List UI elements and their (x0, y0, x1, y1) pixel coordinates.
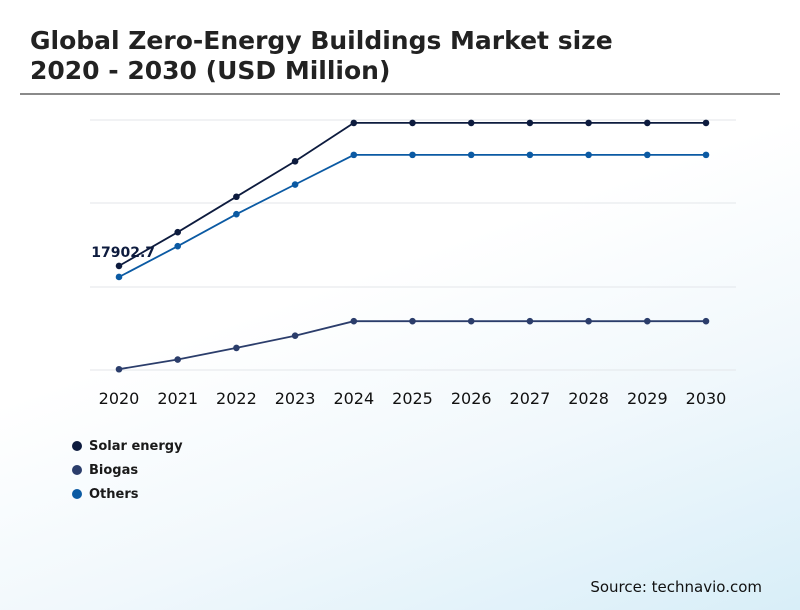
data-point-solar-energy-2021 (174, 228, 181, 236)
data-point-others-2028 (585, 151, 592, 159)
data-point-biogas-2020 (115, 365, 123, 373)
series-line-biogas (118, 320, 706, 371)
legend-item-solar-energy: Solar energy (72, 434, 183, 458)
data-point-biogas-2025 (409, 317, 416, 325)
data-point-solar-energy-2020 (115, 262, 123, 270)
data-point-others-2020 (115, 273, 123, 281)
data-point-biogas-2024 (350, 317, 358, 325)
data-point-solar-energy-2026 (467, 119, 475, 127)
data-point-biogas-2027 (526, 317, 534, 325)
title-line-1: Global Zero-Energy Buildings Market size (30, 26, 613, 55)
legend-label-solar-energy: Solar energy (89, 438, 183, 454)
legend-label-others: Others (89, 486, 139, 502)
x-tick-label-2024: 2024 (333, 389, 374, 408)
data-point-others-2027 (526, 151, 534, 159)
data-point-biogas-2029 (644, 317, 651, 325)
data-point-solar-energy-2030 (702, 119, 710, 127)
data-point-others-2025 (409, 151, 416, 159)
legend-item-others: Others (72, 482, 183, 506)
data-point-biogas-2026 (467, 317, 475, 325)
data-point-biogas-2030 (702, 317, 710, 325)
data-point-solar-energy-2025 (409, 119, 416, 127)
x-tick-label-2021: 2021 (157, 389, 198, 408)
x-tick-label-2025: 2025 (392, 389, 433, 408)
x-tick-label-2030: 2030 (686, 389, 727, 408)
title-line-2: 2020 - 2030 (USD Million) (30, 56, 391, 85)
data-point-others-2026 (467, 151, 475, 159)
data-point-solar-energy-2029 (644, 119, 651, 127)
data-point-others-2029 (644, 151, 651, 159)
data-point-others-2030 (702, 151, 710, 159)
series-line-others (118, 153, 706, 278)
x-tick-label-2027: 2027 (510, 389, 551, 408)
data-point-solar-energy-2023 (291, 157, 299, 165)
x-tick-label-2022: 2022 (216, 389, 257, 408)
title-divider (20, 93, 780, 95)
data-point-biogas-2023 (291, 332, 299, 339)
data-point-solar-energy-2028 (585, 119, 592, 127)
source-credit: Source: technavio.com (590, 578, 762, 596)
data-point-solar-energy-2024 (350, 119, 358, 127)
data-label-0: 17902.7 (91, 245, 155, 261)
chart-title: Global Zero-Energy Buildings Market size… (30, 26, 613, 86)
x-tick-label-2023: 2023 (275, 389, 316, 408)
series-line-solar-energy (118, 122, 706, 267)
legend-marker-others (72, 489, 82, 499)
data-point-biogas-2022 (233, 344, 240, 352)
x-tick-label-2020: 2020 (99, 389, 140, 408)
legend: Solar energy Biogas Others (72, 434, 183, 506)
data-point-others-2021 (174, 242, 181, 250)
data-point-solar-energy-2022 (233, 193, 240, 201)
data-point-others-2022 (233, 210, 240, 218)
x-tick-label-2029: 2029 (627, 389, 668, 408)
legend-label-biogas: Biogas (89, 462, 139, 478)
data-point-solar-energy-2027 (526, 119, 534, 127)
legend-item-biogas: Biogas (72, 458, 183, 482)
data-point-others-2023 (291, 181, 299, 188)
x-tick-label-2028: 2028 (568, 389, 609, 408)
data-point-biogas-2021 (174, 356, 181, 363)
data-point-others-2024 (350, 151, 358, 159)
legend-marker-solar-energy (72, 441, 82, 451)
x-tick-label-2026: 2026 (451, 389, 492, 408)
data-point-biogas-2028 (585, 317, 592, 325)
legend-marker-biogas (72, 465, 82, 475)
